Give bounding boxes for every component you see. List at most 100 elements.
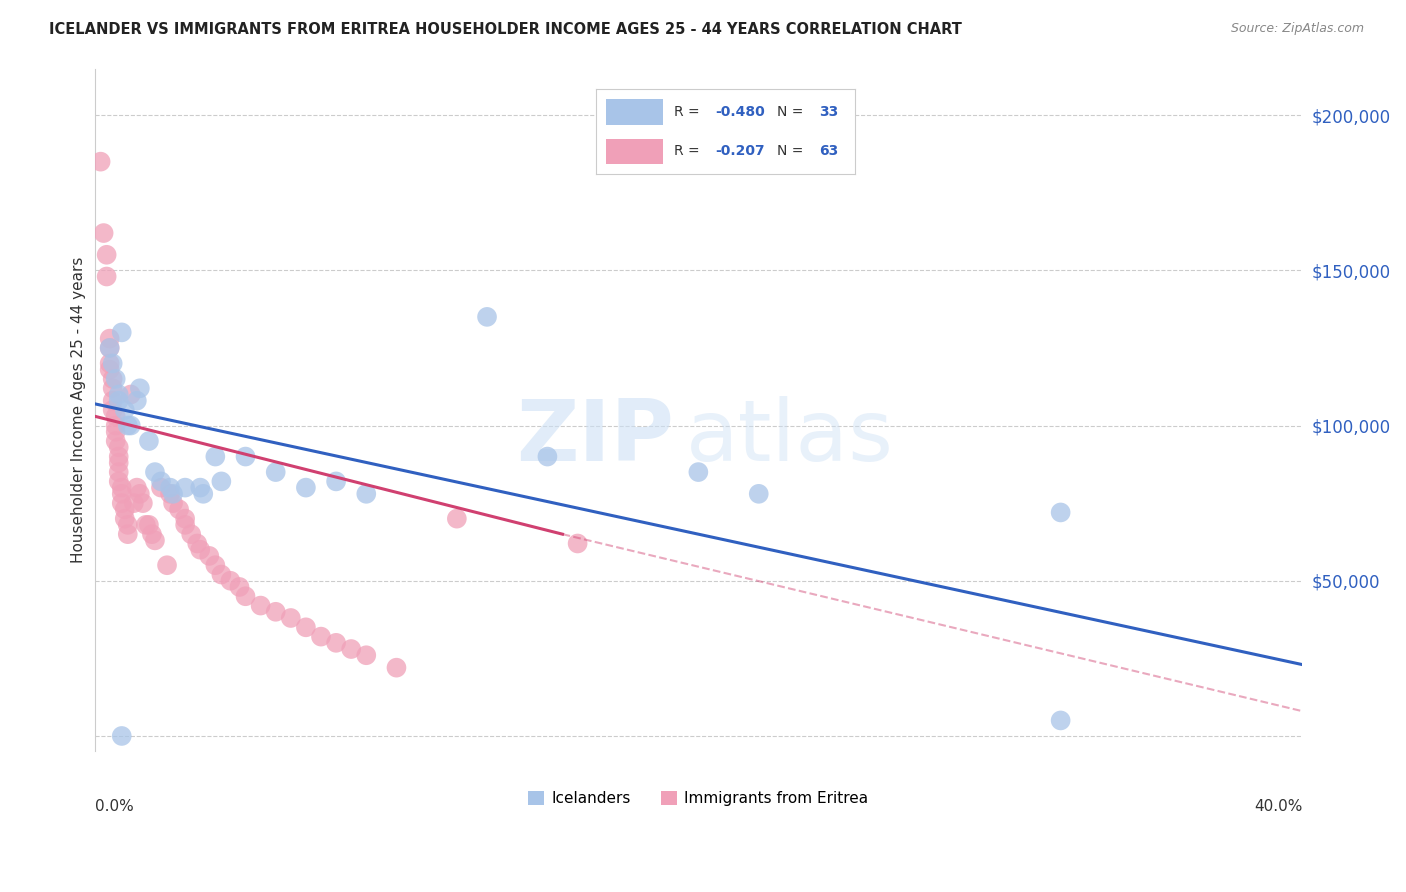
Point <box>186 536 208 550</box>
Point <box>219 574 242 588</box>
Point <box>114 511 136 525</box>
Point <box>156 558 179 573</box>
Point <box>309 630 332 644</box>
Point <box>159 487 181 501</box>
Point <box>90 154 112 169</box>
Point <box>209 567 232 582</box>
Point <box>98 362 121 376</box>
Point <box>101 356 124 370</box>
Point <box>162 487 184 501</box>
Point <box>98 332 121 346</box>
Point <box>138 517 160 532</box>
Text: ICELANDER VS IMMIGRANTS FROM ERITREA HOUSEHOLDER INCOME AGES 25 - 44 YEARS CORRE: ICELANDER VS IMMIGRANTS FROM ERITREA HOU… <box>49 22 962 37</box>
Point <box>174 481 197 495</box>
Point <box>111 487 134 501</box>
Point <box>114 403 136 417</box>
Point <box>150 475 173 489</box>
Point <box>96 248 118 262</box>
Point <box>111 496 134 510</box>
Point <box>446 511 468 525</box>
Point <box>138 434 160 448</box>
Text: ZIP: ZIP <box>516 396 675 479</box>
Point <box>122 496 145 510</box>
Point <box>104 434 127 448</box>
Point <box>162 496 184 510</box>
Point <box>204 450 226 464</box>
Point <box>104 425 127 439</box>
Point <box>264 605 287 619</box>
Point <box>295 481 318 495</box>
Point <box>280 611 302 625</box>
Y-axis label: Householder Income Ages 25 - 44 years: Householder Income Ages 25 - 44 years <box>72 257 86 563</box>
Point <box>104 409 127 424</box>
Point <box>98 341 121 355</box>
Point <box>174 511 197 525</box>
Point <box>198 549 221 563</box>
Point <box>114 502 136 516</box>
Point <box>117 527 139 541</box>
Text: 40.0%: 40.0% <box>1254 799 1302 814</box>
Point <box>1049 505 1071 519</box>
Point <box>107 456 129 470</box>
Point <box>159 481 181 495</box>
Point <box>107 475 129 489</box>
Point <box>107 450 129 464</box>
Point <box>150 481 173 495</box>
Point <box>101 403 124 417</box>
Legend: Icelanders, Immigrants from Eritrea: Icelanders, Immigrants from Eritrea <box>522 785 875 812</box>
Point <box>128 381 150 395</box>
Point <box>567 536 589 550</box>
Point <box>748 487 770 501</box>
Point <box>193 487 215 501</box>
Point <box>120 387 142 401</box>
Point <box>132 496 155 510</box>
Point <box>209 475 232 489</box>
Text: Source: ZipAtlas.com: Source: ZipAtlas.com <box>1230 22 1364 36</box>
Point <box>93 226 115 240</box>
Point <box>107 440 129 454</box>
Point <box>188 542 211 557</box>
Point <box>101 393 124 408</box>
Point <box>235 450 257 464</box>
Point <box>135 517 157 532</box>
Point <box>111 481 134 495</box>
Point <box>1049 714 1071 728</box>
Point <box>96 269 118 284</box>
Point <box>688 465 710 479</box>
Point <box>125 481 148 495</box>
Point <box>235 589 257 603</box>
Point <box>188 481 211 495</box>
Point <box>107 387 129 401</box>
Point <box>180 527 202 541</box>
Point <box>356 648 378 663</box>
Point <box>101 381 124 395</box>
Point <box>128 487 150 501</box>
Point <box>249 599 271 613</box>
Point <box>98 356 121 370</box>
Point <box>125 393 148 408</box>
Point <box>143 465 166 479</box>
Point <box>204 558 226 573</box>
Point <box>117 418 139 433</box>
Point <box>325 636 347 650</box>
Text: 0.0%: 0.0% <box>94 799 134 814</box>
Point <box>143 533 166 548</box>
Point <box>325 475 347 489</box>
Point <box>295 620 318 634</box>
Point <box>111 326 134 340</box>
Point <box>117 517 139 532</box>
Point <box>107 465 129 479</box>
Point <box>104 372 127 386</box>
Point <box>141 527 163 541</box>
Point <box>385 661 408 675</box>
Point <box>111 729 134 743</box>
Point <box>98 341 121 355</box>
Point <box>174 517 197 532</box>
Point <box>101 372 124 386</box>
Point <box>475 310 498 324</box>
Point <box>120 418 142 433</box>
Point <box>107 393 129 408</box>
Point <box>340 642 363 657</box>
Point <box>536 450 558 464</box>
Point <box>356 487 378 501</box>
